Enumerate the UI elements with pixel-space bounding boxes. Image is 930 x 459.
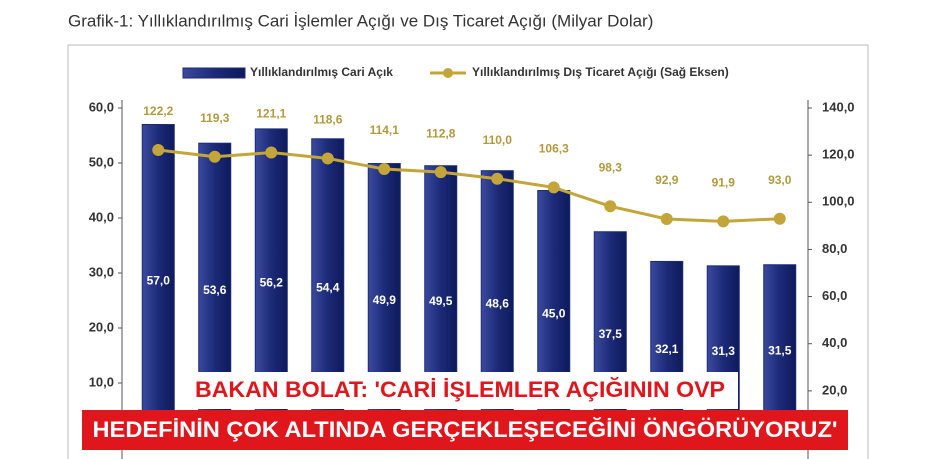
legend-swatch — [443, 68, 453, 78]
data-label: 118,6 — [313, 113, 343, 127]
y2-tick-label: 20,0 — [822, 382, 847, 397]
plot-frame — [67, 44, 869, 459]
line-point — [321, 152, 334, 165]
data-label: 45,0 — [542, 306, 566, 320]
y2-tick-label: 100,0 — [822, 194, 855, 209]
bar — [706, 265, 740, 439]
y-tick-label: 40,0 — [89, 209, 114, 224]
y-tick-label: 60,0 — [89, 99, 114, 114]
y2-tick-label: 140,0 — [822, 99, 855, 114]
bar — [763, 264, 797, 439]
line-point — [378, 163, 391, 176]
line — [158, 148, 780, 223]
data-label: 93,0 — [768, 173, 792, 187]
data-label: 49,9 — [373, 293, 397, 307]
line-point — [265, 146, 278, 159]
y-tick-label: 10,0 — [89, 374, 114, 389]
data-label: 119,3 — [200, 111, 230, 125]
line-point — [604, 200, 617, 213]
line-point — [152, 143, 165, 156]
legend-swatch — [182, 67, 246, 79]
data-label: 54,4 — [316, 281, 340, 295]
headline-line: BAKAN BOLAT: 'CARİ İŞLEMLER AÇIĞININ OVP — [195, 377, 725, 402]
y-tick-label: 50,0 — [89, 154, 114, 169]
headline-box — [183, 372, 738, 409]
data-label: 57,0 — [147, 273, 171, 287]
y2-tick-label: 60,0 — [822, 288, 847, 303]
data-label: 114,1 — [370, 123, 400, 137]
data-label: 112,8 — [426, 126, 456, 140]
data-label: 53,6 — [203, 283, 227, 297]
data-label: 49,5 — [429, 294, 453, 308]
data-label: 106,3 — [539, 142, 569, 156]
y-tick-label: 30,0 — [89, 264, 114, 279]
data-label: 37,5 — [599, 327, 623, 341]
data-label: 92,9 — [655, 173, 679, 187]
line-point — [208, 150, 221, 163]
chart-title: Grafik-1: Yıllıklandırılmış Cari İşlemle… — [68, 11, 653, 30]
legend-label: Yıllıklandırılmış Cari Açık — [250, 65, 393, 79]
y2-tick-label: 40,0 — [822, 335, 847, 350]
y2-tick-label: 120,0 — [822, 147, 855, 162]
data-label: 31,3 — [712, 344, 736, 358]
data-label: 122,2 — [143, 104, 173, 118]
data-label: 31,5 — [768, 344, 792, 358]
line-point — [773, 212, 786, 225]
headline: BAKAN BOLAT: 'CARİ İŞLEMLER AÇIĞININ OVP… — [82, 372, 848, 450]
line-point — [660, 213, 673, 226]
y2-tick-label: 80,0 — [822, 241, 847, 256]
line-point — [717, 215, 730, 228]
data-label: 48,6 — [486, 297, 510, 311]
data-label: 32,1 — [655, 342, 679, 356]
line-point — [547, 181, 560, 194]
data-label: 110,0 — [483, 133, 513, 147]
line-point — [491, 172, 504, 185]
data-label: 56,2 — [260, 276, 284, 290]
headline-line: HEDEFİNİN ÇOK ALTINDA GERÇEKLEŞECEĞİNİ Ö… — [93, 417, 838, 442]
y-tick-label: 20,0 — [89, 319, 114, 334]
line-point — [434, 166, 447, 179]
data-label: 91,9 — [712, 176, 736, 190]
headline-box — [82, 410, 848, 450]
data-label: 121,1 — [256, 107, 286, 121]
legend-label: Yıllıklandırılmış Dış Ticaret Açığı (Sağ… — [472, 65, 729, 79]
data-label: 98,3 — [599, 160, 623, 174]
